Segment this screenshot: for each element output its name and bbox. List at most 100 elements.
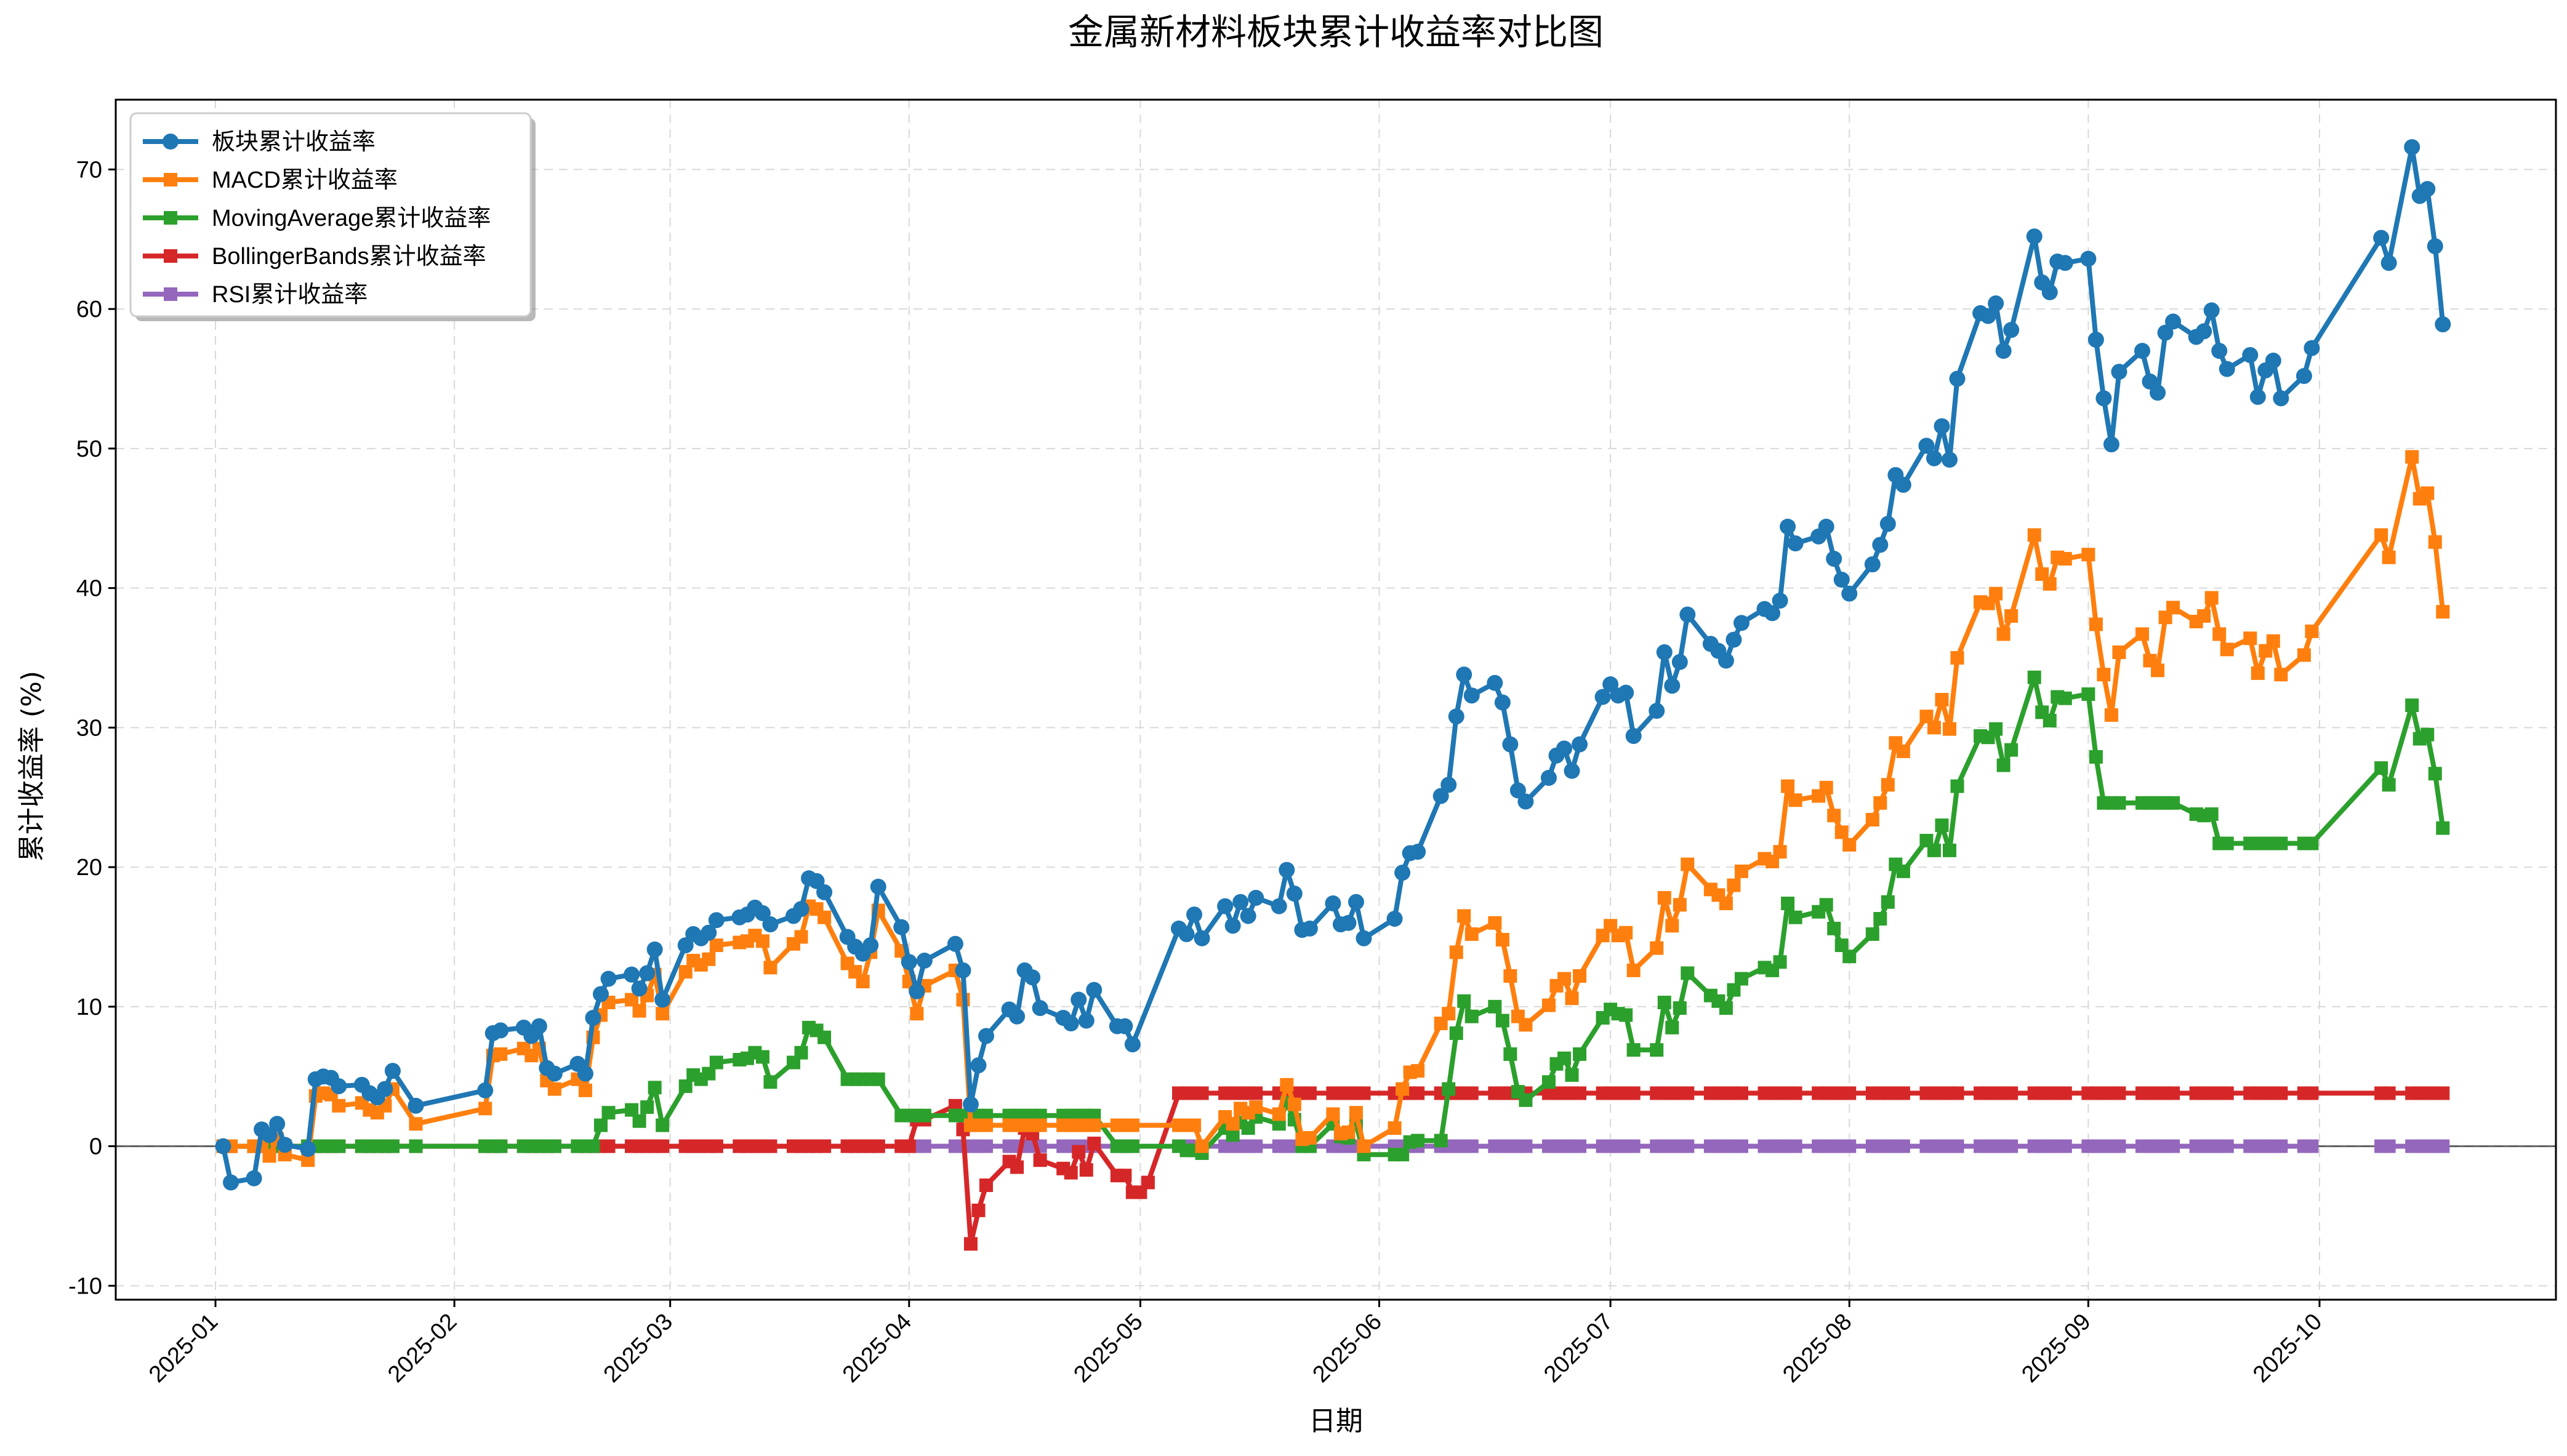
data-point (1942, 452, 1958, 468)
legend-box (129, 112, 532, 318)
data-point (1487, 674, 1503, 691)
data-point (1495, 1014, 1509, 1028)
data-point (276, 1137, 293, 1153)
data-point (794, 1046, 808, 1060)
data-point (1594, 689, 1611, 705)
data-point (1734, 1139, 1748, 1153)
data-point (979, 1118, 993, 1132)
data-point (2089, 750, 2103, 764)
data-point (2004, 1086, 2019, 1100)
data-point (2220, 836, 2234, 850)
data-point (261, 1127, 278, 1143)
data-point (1573, 1139, 1587, 1153)
data-point (1394, 865, 1411, 881)
data-point (1573, 1047, 1587, 1061)
data-point (478, 1102, 492, 1116)
data-point (1664, 678, 1681, 694)
data-point (1842, 1086, 1857, 1100)
data-point (678, 1079, 693, 1094)
data-point (1540, 769, 1557, 786)
data-point (1411, 1134, 1425, 1148)
data-point (1864, 556, 1881, 573)
data-point (1456, 666, 1472, 683)
data-point (1009, 1008, 1026, 1025)
data-point (1495, 933, 1509, 946)
data-point (1195, 1086, 1209, 1100)
data-point (1341, 1125, 1356, 1139)
data-point (546, 1065, 563, 1082)
data-point (586, 1139, 600, 1153)
data-point (763, 961, 777, 975)
data-point (2043, 714, 2057, 728)
data-point (640, 1100, 654, 1114)
data-point (2380, 255, 2397, 271)
data-point (2220, 1139, 2234, 1153)
y-tick-label: -10 (68, 1273, 102, 1299)
x-tick-label: 2025-10 (2248, 1309, 2327, 1388)
data-point (377, 1081, 393, 1097)
data-point (2157, 324, 2174, 341)
data-point (1232, 894, 1249, 910)
data-point (600, 970, 617, 987)
data-point (2166, 1086, 2180, 1100)
data-point (1826, 550, 1842, 567)
data-point (331, 1078, 347, 1095)
data-point (215, 1138, 231, 1154)
data-point (917, 1139, 931, 1153)
data-point (1943, 843, 1956, 857)
data-point (818, 1139, 832, 1153)
data-point (2166, 1139, 2180, 1153)
data-point (1734, 1086, 1748, 1100)
data-point (1788, 1139, 1802, 1153)
data-point (1072, 1145, 1086, 1159)
data-point (1348, 894, 1364, 910)
legend-swatch-marker (164, 173, 177, 186)
data-point (1717, 652, 1734, 669)
data-point (1872, 537, 1889, 553)
data-point (2058, 1139, 2072, 1153)
data-point (2404, 139, 2420, 156)
data-point (1396, 1148, 1410, 1162)
data-point (2420, 486, 2435, 500)
data-point (1303, 1086, 1317, 1100)
data-point (1386, 910, 1403, 927)
data-point (2274, 1086, 2288, 1100)
y-tick-label: 50 (76, 436, 102, 462)
data-point (332, 1098, 346, 1113)
data-point (762, 916, 779, 933)
chart-title: 金属新材料板块累计收益率对比图 (1068, 11, 1604, 53)
data-point (1788, 793, 1802, 807)
data-point (1934, 418, 1950, 434)
data-point (1626, 963, 1641, 977)
data-point (601, 1139, 616, 1153)
data-point (1989, 586, 2003, 601)
data-point (1927, 843, 1941, 857)
data-point (1564, 762, 1580, 779)
data-point (1650, 1043, 1664, 1057)
data-point (1619, 926, 1633, 940)
data-point (1079, 1163, 1093, 1177)
data-point (862, 937, 879, 954)
data-point (1827, 809, 1841, 823)
data-point (2197, 609, 2211, 623)
legend-entry: BollingerBands累计收益率 (143, 244, 486, 270)
data-point (1873, 796, 1887, 810)
data-point (1725, 631, 1742, 648)
data-point (494, 1047, 508, 1061)
data-point (1842, 1139, 1857, 1153)
data-point (1773, 845, 1787, 859)
data-point (2428, 535, 2442, 549)
data-point (301, 1153, 315, 1167)
data-point (1619, 1008, 1633, 1022)
data-point (970, 1057, 987, 1074)
x-tick-label: 2025-03 (599, 1309, 678, 1388)
data-point (601, 1106, 616, 1120)
data-point (2166, 796, 2180, 810)
data-point (2041, 284, 2058, 300)
data-point (2436, 821, 2450, 835)
data-point (631, 980, 648, 997)
data-point (917, 1108, 931, 1122)
series-1 (216, 450, 2450, 1167)
data-point (2111, 364, 2127, 380)
data-point (1873, 911, 1887, 926)
